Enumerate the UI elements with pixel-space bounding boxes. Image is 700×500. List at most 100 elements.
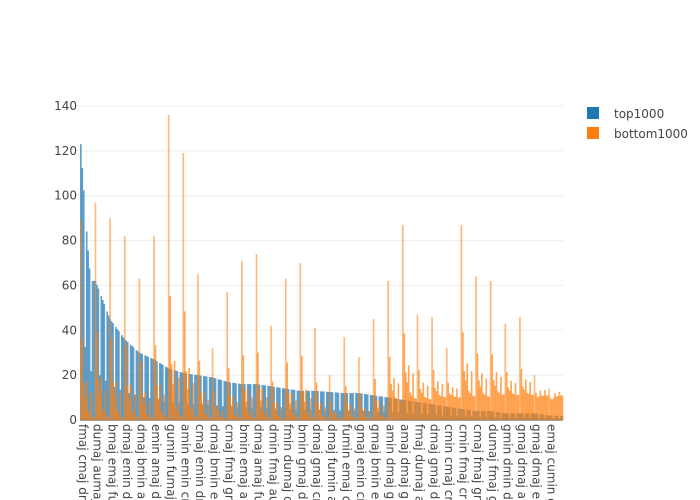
x-tick-label: gmaj dmaj ar	[515, 424, 529, 500]
bar-bottom1000	[520, 369, 523, 420]
bar-bottom1000	[416, 314, 419, 420]
legend-item-top1000[interactable]: top1000	[587, 107, 664, 121]
bar-bottom1000	[475, 276, 477, 420]
bar-bottom1000	[327, 417, 330, 420]
bar-bottom1000	[145, 413, 148, 420]
bar-bottom1000	[227, 367, 230, 420]
bar-bottom1000	[394, 397, 397, 420]
bar-bottom1000	[119, 391, 122, 420]
bar-bottom1000	[267, 417, 270, 420]
bar-top1000	[363, 393, 366, 420]
bar-bottom1000	[101, 409, 104, 420]
x-tick-label: dmaj amaj fu	[252, 424, 266, 500]
bar-top1000	[381, 396, 384, 420]
bar-bottom1000	[524, 379, 527, 420]
bar-bottom1000	[472, 395, 474, 420]
bar-top1000	[176, 371, 179, 420]
bar-bottom1000	[349, 403, 351, 420]
bar-bottom1000	[488, 396, 491, 420]
bar-top1000	[235, 383, 237, 420]
bar-bottom1000	[538, 396, 540, 420]
bar-top1000	[336, 392, 338, 420]
bar-bottom1000	[195, 417, 198, 420]
y-tick-label: 60	[62, 278, 77, 292]
bar-bottom1000	[551, 399, 553, 420]
bar-bottom1000	[339, 413, 341, 420]
bar-top1000	[238, 383, 240, 420]
bar-bottom1000	[356, 417, 359, 420]
bar-bottom1000	[337, 418, 340, 420]
bar-bottom1000	[382, 405, 385, 420]
bar-bottom1000	[549, 398, 552, 420]
bar-bottom1000	[210, 417, 212, 420]
bar-bottom1000	[470, 371, 473, 420]
bar-bottom1000	[116, 410, 119, 420]
bar-bottom1000	[178, 377, 180, 420]
bar-top1000	[180, 372, 183, 420]
bar-bottom1000	[150, 418, 152, 420]
bar-bottom1000	[473, 396, 476, 420]
bar-top1000	[308, 390, 310, 420]
legend-item-bottom1000[interactable]: bottom1000	[587, 127, 688, 141]
bar-bottom1000	[88, 413, 91, 420]
x-tick-label: emin amaj dr	[149, 424, 163, 500]
bar-bottom1000	[353, 408, 356, 420]
bar-bottom1000	[554, 393, 556, 420]
bar-bottom1000	[403, 333, 406, 420]
bar-top1000	[81, 167, 84, 420]
bar-top1000	[327, 391, 330, 420]
legend-swatch-bottom1000	[587, 127, 599, 139]
bar-bottom1000	[292, 413, 294, 420]
bar-bottom1000	[361, 408, 363, 420]
bar-top1000	[189, 374, 192, 420]
bar-bottom1000	[514, 382, 517, 420]
x-tick-label: bmin emaj ar	[237, 424, 251, 500]
legend[interactable]: top1000 bottom1000	[587, 107, 688, 141]
bar-bottom1000	[249, 415, 252, 420]
bar-bottom1000	[238, 418, 240, 420]
bar-bottom1000	[363, 407, 366, 420]
bar-bottom1000	[179, 416, 182, 420]
bar-bottom1000	[186, 388, 189, 420]
bar-bottom1000	[511, 393, 514, 420]
bar-bottom1000	[301, 356, 303, 420]
y-tick-label: 20	[62, 368, 77, 382]
bar-top1000	[248, 384, 250, 420]
x-tick-label: cmin cmaj cr	[442, 424, 456, 500]
bar-bottom1000	[431, 316, 433, 420]
x-tick-label: amaj dmaj gr	[398, 424, 412, 500]
bar-bottom1000	[188, 368, 190, 420]
bar-bottom1000	[388, 356, 391, 420]
bar-bottom1000	[128, 398, 130, 420]
bar-bottom1000	[156, 386, 158, 420]
x-tick-label: dmaj bmin ar	[135, 424, 149, 500]
bar-bottom1000	[447, 382, 450, 420]
bar-bottom1000	[296, 418, 299, 420]
bar-bottom1000	[140, 362, 142, 420]
bar-bottom1000	[410, 395, 413, 420]
bar-bottom1000	[216, 411, 218, 420]
bar-bottom1000	[220, 417, 223, 420]
bar-bottom1000	[273, 402, 275, 420]
bar-top1000	[223, 380, 226, 420]
bar-top1000	[334, 392, 337, 420]
bar-top1000	[277, 387, 280, 420]
bar-top1000	[267, 385, 270, 420]
bar-bottom1000	[429, 399, 432, 420]
bar-bottom1000	[380, 415, 382, 420]
bar-bottom1000	[358, 357, 360, 420]
bar-bottom1000	[110, 337, 113, 420]
bar-bottom1000	[432, 369, 435, 420]
bar-bottom1000	[426, 385, 429, 420]
bar-bottom1000	[494, 385, 496, 420]
bar-bottom1000	[182, 153, 185, 420]
bar-bottom1000	[287, 394, 290, 420]
bar-bottom1000	[85, 381, 88, 420]
bar-bottom1000	[387, 280, 390, 420]
bar-bottom1000	[450, 395, 452, 420]
bar-bottom1000	[476, 353, 479, 420]
bar-bottom1000	[318, 409, 321, 420]
bar-bottom1000	[407, 365, 410, 420]
bar-bottom1000	[435, 391, 438, 420]
bar-bottom1000	[385, 417, 388, 420]
